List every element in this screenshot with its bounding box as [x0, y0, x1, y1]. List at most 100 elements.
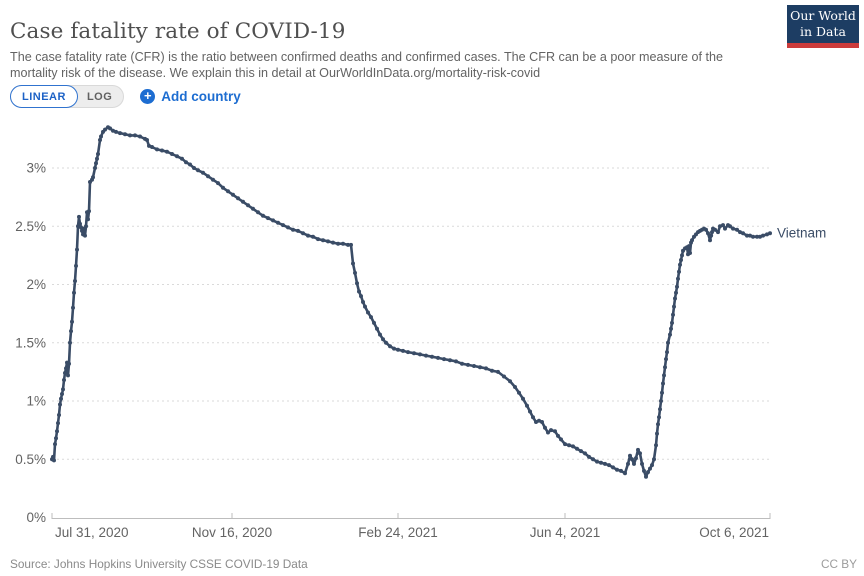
data-point [563, 442, 567, 447]
data-point [748, 233, 752, 238]
data-point [636, 447, 640, 452]
data-point [241, 199, 245, 204]
data-point [680, 253, 684, 258]
data-point [180, 156, 184, 161]
license-link[interactable]: CC BY [820, 557, 857, 571]
data-point [103, 127, 107, 132]
data-point [553, 429, 557, 434]
data-point [188, 162, 192, 167]
data-point [755, 234, 759, 239]
add-country-button[interactable]: + Add country [140, 89, 241, 104]
log-scale-button[interactable]: LOG [86, 90, 113, 103]
data-point [72, 290, 76, 295]
data-point [406, 350, 410, 355]
data-point [513, 385, 517, 389]
data-point [502, 374, 506, 379]
y-axis-label: 2% [26, 277, 46, 292]
data-point [64, 366, 68, 371]
data-point [155, 147, 159, 152]
data-point [316, 237, 320, 242]
data-point [735, 227, 739, 232]
data-point [196, 168, 200, 173]
data-point [83, 233, 87, 238]
linear-scale-button[interactable]: LINEAR [10, 85, 78, 108]
data-point [436, 355, 440, 360]
x-axis-label: Oct 6, 2021 [699, 525, 769, 540]
data-point [672, 304, 676, 309]
data-point [128, 133, 132, 138]
data-point [296, 228, 300, 233]
data-point [291, 227, 295, 232]
data-point [184, 160, 188, 165]
data-point [634, 456, 638, 461]
series-line-vietnam[interactable] [50, 125, 772, 478]
data-point [378, 332, 382, 337]
data-point [401, 348, 405, 353]
data-point [688, 251, 692, 255]
owid-logo[interactable]: Our World in Data [787, 5, 859, 48]
data-point [709, 233, 714, 238]
data-point [311, 234, 315, 239]
data-point [575, 446, 579, 451]
data-point [587, 454, 591, 459]
data-point [640, 461, 644, 466]
data-point [369, 315, 373, 320]
data-point [710, 230, 714, 235]
data-point [306, 233, 310, 238]
data-point [366, 310, 370, 315]
data-point [111, 128, 115, 133]
data-point [118, 131, 122, 136]
data-point [75, 247, 79, 252]
y-axis-label: 0% [26, 510, 46, 525]
data-point [619, 468, 623, 473]
data-point [466, 362, 470, 367]
data-point [355, 281, 359, 286]
data-point [341, 241, 345, 246]
y-axis-label: 3% [26, 161, 46, 176]
data-point [123, 132, 127, 137]
data-point [53, 442, 57, 447]
data-point [246, 203, 250, 208]
y-axis-label: 2.5% [15, 219, 46, 234]
data-point [713, 227, 717, 232]
data-point [687, 244, 691, 249]
data-point [363, 304, 367, 309]
data-point [657, 415, 661, 420]
data-point [84, 224, 88, 229]
data-point [114, 129, 118, 134]
data-point [231, 192, 235, 197]
data-point [91, 175, 95, 180]
scale-toggle: LINEAR LOG [10, 85, 125, 108]
data-point [508, 379, 512, 384]
data-point [661, 381, 665, 386]
data-point [160, 148, 164, 153]
data-point [642, 468, 646, 473]
data-point [723, 226, 727, 231]
data-point [147, 143, 151, 148]
data-point [95, 156, 99, 161]
data-point [67, 361, 71, 366]
series-label-vietnam[interactable]: Vietnam [777, 226, 826, 241]
data-point [490, 368, 494, 373]
data-point [108, 126, 112, 131]
data-point [68, 340, 72, 345]
data-point [745, 233, 749, 238]
data-point [751, 234, 755, 239]
data-point [430, 354, 434, 359]
data-point [537, 418, 541, 423]
data-point [236, 196, 240, 201]
data-point [286, 225, 290, 230]
y-axis-label: 0.5% [15, 452, 46, 467]
data-point [628, 453, 632, 458]
data-point [74, 263, 78, 268]
data-point [676, 276, 680, 281]
data-point [138, 134, 142, 139]
data-point [632, 461, 636, 466]
data-point [321, 238, 325, 243]
y-axis-label: 1% [26, 394, 46, 409]
data-point [94, 161, 98, 166]
data-point [418, 352, 422, 357]
add-country-label: Add country [161, 89, 241, 104]
x-axis-label: Nov 16, 2020 [192, 525, 272, 540]
